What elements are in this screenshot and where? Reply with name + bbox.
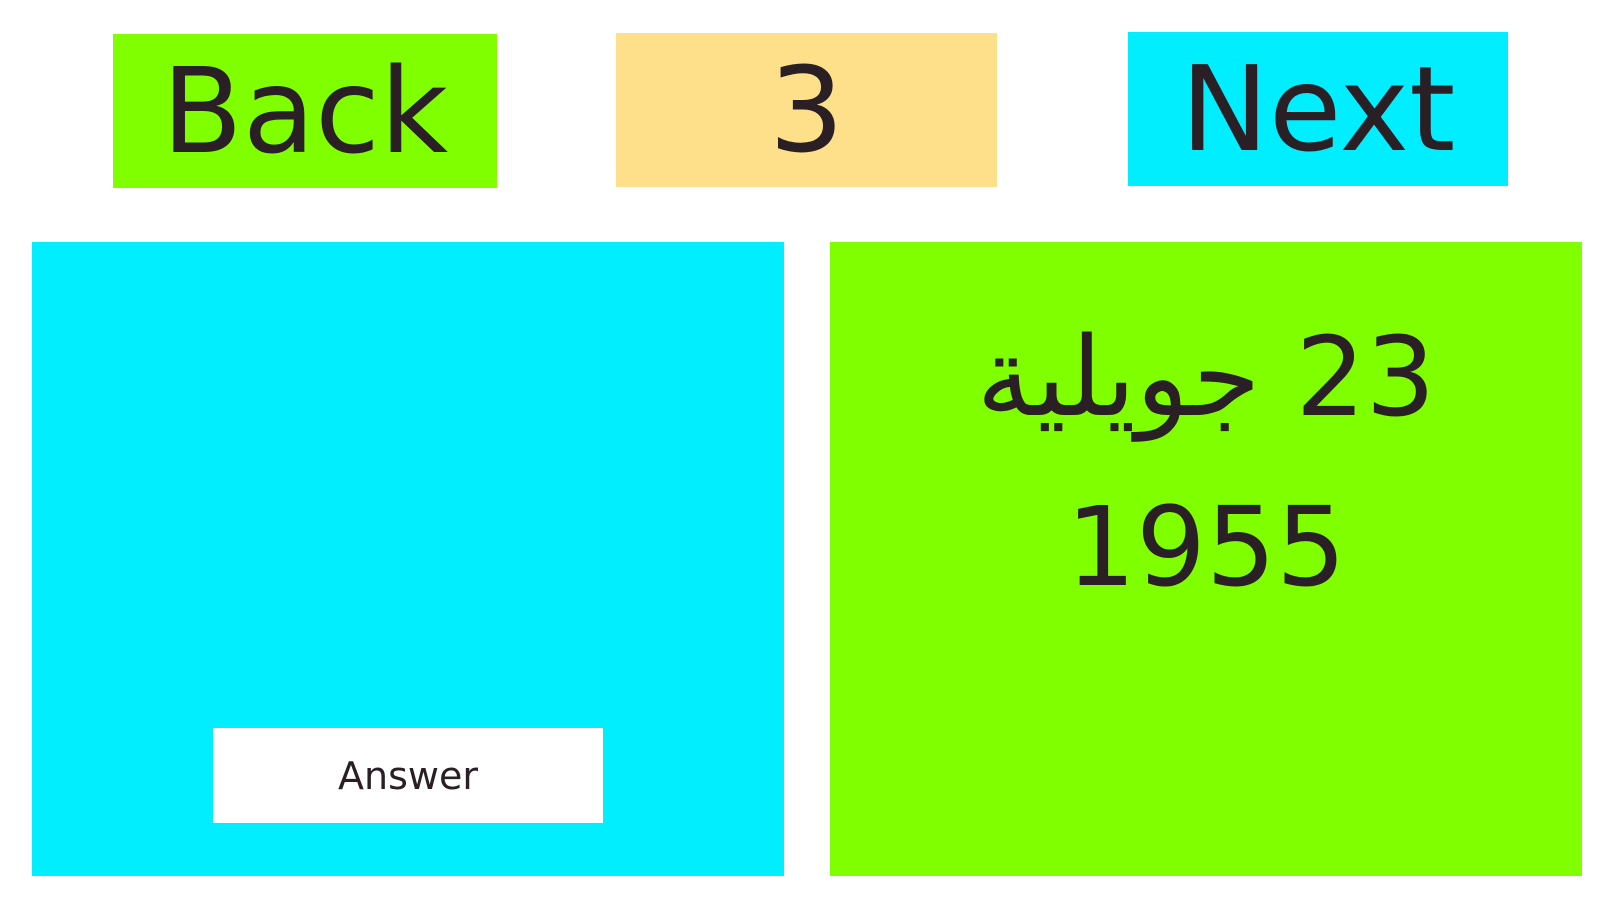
back-button[interactable]: Back — [113, 34, 497, 188]
back-button-label: Back — [161, 42, 449, 180]
answer-panel: 23 جويلية 1955 — [830, 242, 1582, 876]
next-button-label: Next — [1180, 40, 1456, 178]
card-counter: 3 — [616, 33, 997, 187]
card-counter-value: 3 — [768, 41, 845, 179]
answer-button[interactable]: Answer — [213, 728, 603, 823]
question-panel: Answer — [32, 242, 784, 876]
answer-text: 23 جويلية 1955 — [976, 313, 1436, 611]
next-button[interactable]: Next — [1128, 32, 1508, 186]
answer-button-label: Answer — [338, 753, 478, 798]
